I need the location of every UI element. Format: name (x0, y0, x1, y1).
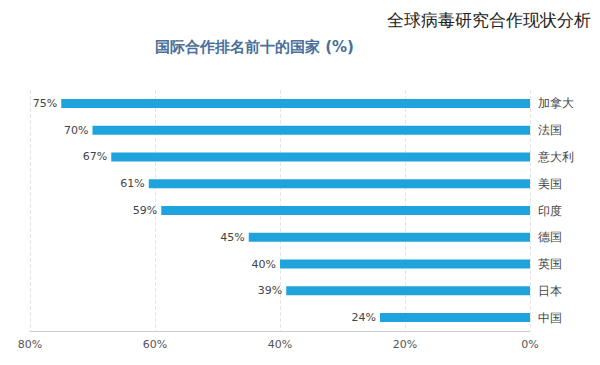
svg-text:全球病毒研究合作现状分析: 全球病毒研究合作现状分析 (387, 10, 591, 30)
svg-text:美国: 美国 (538, 177, 562, 191)
svg-text:60%: 60% (143, 338, 167, 351)
svg-text:70%: 70% (64, 124, 88, 137)
svg-text:39%: 39% (258, 284, 282, 297)
svg-text:59%: 59% (133, 204, 157, 217)
svg-text:德国: 德国 (538, 230, 562, 244)
svg-text:45%: 45% (220, 231, 244, 244)
svg-text:日本: 日本 (538, 284, 562, 298)
svg-text:0%: 0% (521, 338, 538, 351)
svg-text:意大利: 意大利 (537, 150, 574, 164)
svg-text:61%: 61% (120, 177, 144, 190)
svg-text:24%: 24% (352, 311, 376, 324)
svg-text:80%: 80% (18, 338, 42, 351)
svg-text:国际合作排名前十的国家 (%): 国际合作排名前十的国家 (%) (155, 38, 354, 56)
svg-text:中国: 中国 (538, 311, 562, 325)
svg-text:印度: 印度 (538, 204, 562, 218)
svg-text:40%: 40% (252, 258, 276, 271)
svg-text:英国: 英国 (538, 257, 562, 271)
svg-text:法国: 法国 (538, 123, 562, 137)
svg-text:75%: 75% (33, 97, 57, 110)
svg-text:40%: 40% (268, 338, 292, 351)
svg-text:加拿大: 加拿大 (538, 96, 574, 110)
svg-text:67%: 67% (83, 150, 107, 163)
svg-text:20%: 20% (393, 338, 417, 351)
